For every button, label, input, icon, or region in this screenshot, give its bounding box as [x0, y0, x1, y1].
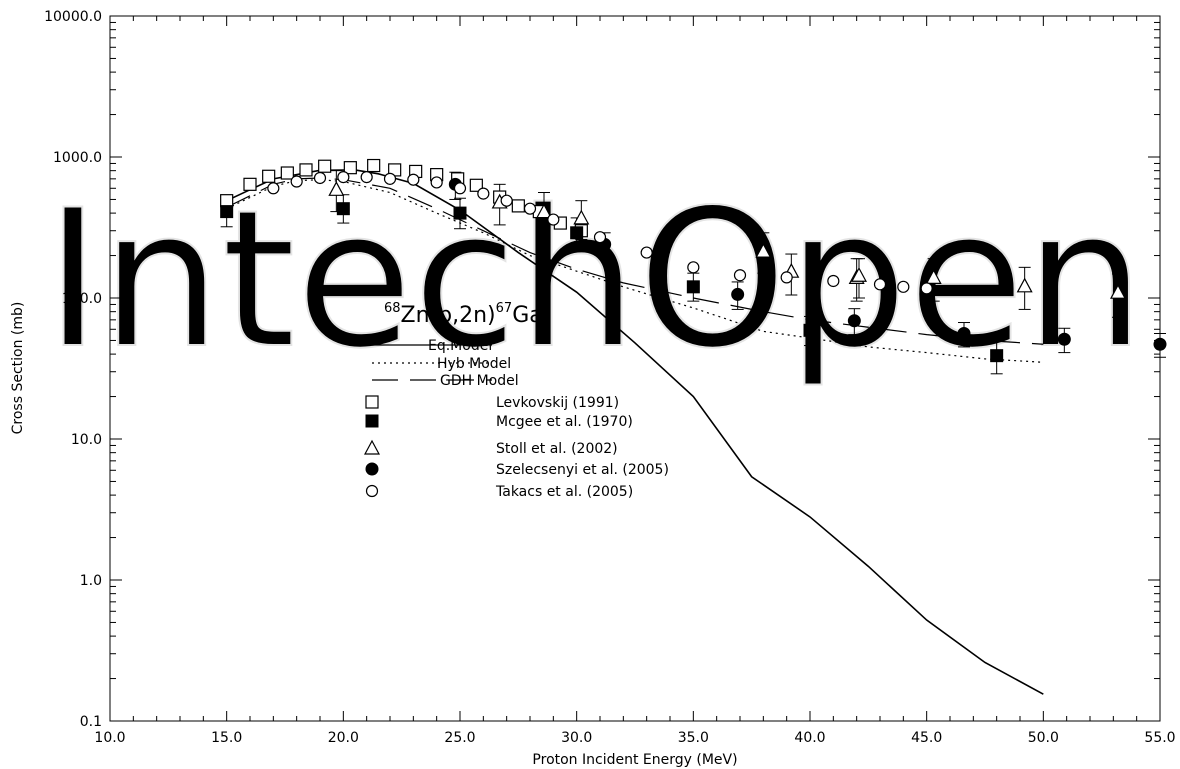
- series-szelecsenyi-et-al-2005-point: [1153, 337, 1167, 351]
- series-takacs-et-al-2005-point: [827, 274, 840, 288]
- series-takacs-et-al-2005-point: [873, 278, 887, 291]
- chart-title: 68Zn(p,2n)67Ga: [384, 301, 543, 328]
- legend-levkovskij-1991-label: Levkovskij (1991): [496, 395, 619, 411]
- x-tick-label: 50.0: [1028, 730, 1059, 746]
- series-takacs-et-al-2005-point: [267, 182, 280, 195]
- legend-hyb-model-label: Hyb Model: [437, 356, 511, 372]
- series-eq-model-line: [226, 169, 1044, 695]
- y-axis-label: Cross Section (mb): [10, 302, 26, 435]
- legend-takacs-et-al-2005-label: Takacs et al. (2005): [495, 484, 633, 500]
- series-levkovskij-1991-point: [220, 194, 234, 208]
- series-levkovskij-1991-point: [243, 177, 257, 191]
- series-stoll-et-al-2002-point: [755, 242, 772, 258]
- series-takacs-et-al-2005-point: [780, 271, 793, 284]
- series-szelecsenyi-et-al-2005-point: [847, 314, 861, 328]
- series-takacs-et-al-2005-point: [383, 172, 397, 185]
- series-mcgee-et-al-1970-point: [336, 202, 350, 216]
- x-tick-label: 55.0: [1144, 730, 1175, 746]
- series-levkovskij-1991-point: [299, 163, 313, 177]
- series-stoll-et-al-2002-point: [925, 269, 942, 284]
- series-szelecsenyi-et-al-2005-point: [957, 327, 971, 341]
- series-levkovskij-1991-point: [262, 169, 276, 183]
- series-hyb-model-line: [226, 179, 1044, 363]
- series-takacs-et-al-2005-point: [733, 269, 747, 282]
- y-tick-label: 1.0: [80, 573, 102, 589]
- series-levkovskij-1991-point: [280, 166, 294, 180]
- plot-frame: [109, 15, 1161, 722]
- x-tick-label: 15.0: [211, 730, 242, 746]
- series-takacs-et-al-2005-point: [593, 231, 607, 244]
- x-tick-label: 40.0: [794, 730, 825, 746]
- legend-stoll-et-al-2002-swatch: [363, 439, 381, 455]
- series-takacs-et-al-2005-point: [547, 213, 560, 226]
- series-takacs-et-al-2005-point: [687, 261, 700, 274]
- title-mass-a: 68: [384, 301, 401, 316]
- series-mcgee-et-al-1970-point: [803, 323, 817, 337]
- series-levkovskij-1991-point: [318, 159, 332, 173]
- series-stoll-et-al-2002-point: [573, 209, 590, 225]
- legend-szelecsenyi-et-al-2005-swatch: [365, 462, 379, 476]
- series-mcgee-et-al-1970-point: [453, 206, 467, 220]
- series-stoll-et-al-2002-point: [535, 203, 553, 219]
- legend-mcgee-et-al-1970-swatch: [365, 414, 379, 428]
- series-szelecsenyi-et-al-2005-point: [1057, 332, 1071, 346]
- x-axis-label: Proton Incident Energy (MeV): [532, 752, 737, 768]
- title-body-b: Ga: [512, 303, 543, 328]
- x-tick-label: 20.0: [328, 730, 359, 746]
- series-takacs-et-al-2005-point: [920, 282, 933, 295]
- series-stoll-et-al-2002-point: [850, 266, 868, 282]
- axis-ticks: 10.0 15.0 20.0 25.0 30.0 35.0 40.0 45.0 50.0 55.0…: [44, 9, 1175, 746]
- series-takacs-et-al-2005-point: [290, 175, 303, 188]
- title-mass-b: 67: [496, 301, 513, 316]
- title-body-a: Zn(p,2n): [401, 303, 496, 328]
- series-takacs-et-al-2005-point: [523, 202, 537, 215]
- series-levkovskij-1991-point: [367, 158, 381, 173]
- series-takacs-et-al-2005-point: [500, 194, 513, 207]
- series-mcgee-et-al-1970-point: [686, 280, 700, 294]
- series-stoll-et-al-2002-point: [1109, 283, 1127, 299]
- legend-eq-model-label: Eq.Model: [428, 338, 492, 354]
- series-stoll-et-al-2002-point: [1016, 277, 1033, 293]
- legend-mcgee-et-al-1970-label: Mcgee et al. (1970): [496, 414, 633, 430]
- x-tick-label: 30.0: [561, 730, 592, 746]
- legend-takacs-et-al-2005-swatch: [365, 484, 379, 498]
- series-szelecsenyi-et-al-2005-point: [731, 287, 745, 301]
- x-tick-label: 25.0: [444, 730, 475, 746]
- series-takacs-et-al-2005-point: [407, 173, 420, 186]
- y-tick-label: 10.0: [71, 432, 102, 448]
- x-tick-label: 35.0: [678, 730, 709, 746]
- series-mcgee-et-al-1970-point: [220, 205, 234, 219]
- series-mcgee-et-al-1970-point: [570, 226, 584, 240]
- y-tick-label: 10000.0: [44, 9, 102, 25]
- legend-levkovskij-1991-swatch: [365, 395, 379, 409]
- data-markers: [220, 158, 1167, 363]
- series-takacs-et-al-2005-point: [477, 187, 490, 200]
- legend-szelecsenyi-et-al-2005-label: Szelecsenyi et al. (2005): [496, 462, 669, 478]
- series-takacs-et-al-2005-point: [897, 280, 910, 293]
- series-levkovskij-1991-point: [343, 161, 357, 175]
- series-levkovskij-1991-point: [469, 178, 483, 192]
- series-mcgee-et-al-1970-point: [990, 349, 1004, 363]
- series-stoll-et-al-2002-point: [328, 181, 345, 196]
- y-tick-label: 100.0: [62, 291, 102, 307]
- series-takacs-et-al-2005-point: [453, 182, 467, 195]
- series-takacs-et-al-2005-point: [640, 246, 653, 259]
- y-tick-label: 1000.0: [53, 150, 102, 166]
- x-tick-label: 10.0: [94, 730, 125, 746]
- y-tick-label: 0.1: [80, 714, 102, 730]
- series-takacs-et-al-2005-point: [313, 171, 327, 185]
- series-takacs-et-al-2005-point: [337, 171, 350, 184]
- series-levkovskij-1991-point: [511, 199, 525, 213]
- legend-stoll-et-al-2002-label: Stoll et al. (2002): [496, 441, 618, 457]
- legend-gdh-model-label: GDH Model: [440, 373, 519, 389]
- x-tick-label: 45.0: [911, 730, 942, 746]
- series-takacs-et-al-2005-point: [360, 171, 373, 184]
- svg-text:68Zn(p,2n)67Ga: 68Zn(p,2n)67Ga: [384, 301, 543, 328]
- series-takacs-et-al-2005-point: [430, 176, 443, 189]
- watermark: IntechOpen: [45, 169, 1145, 390]
